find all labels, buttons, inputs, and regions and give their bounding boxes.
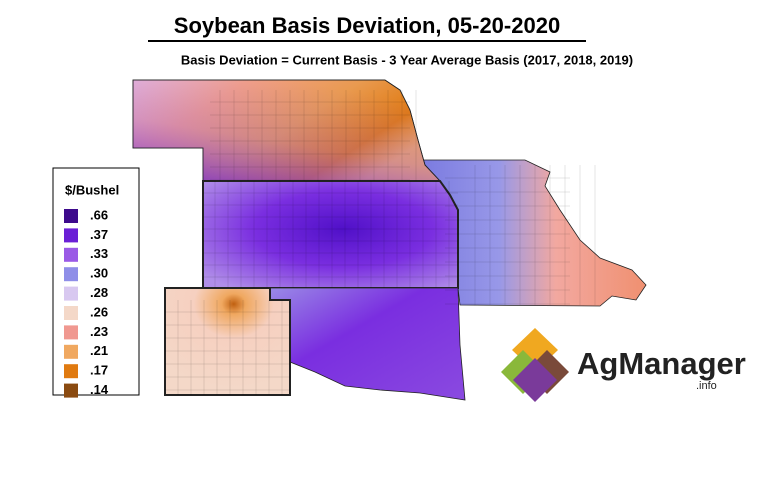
logo-diamond xyxy=(513,358,557,402)
legend-swatch xyxy=(64,325,78,340)
kansas xyxy=(202,180,459,289)
legend-title: $/Bushel xyxy=(65,182,119,197)
county-grid xyxy=(165,90,596,395)
map-regions xyxy=(132,79,647,401)
legend-label: .14 xyxy=(90,382,109,397)
map-title: Soybean Basis Deviation, 05-20-2020 xyxy=(174,13,560,38)
logo-name: AgManager xyxy=(577,346,746,381)
legend-swatch xyxy=(64,344,78,359)
legend-swatch xyxy=(64,247,78,262)
legend-label: .28 xyxy=(90,285,108,300)
oklahoma xyxy=(269,287,466,401)
legend-label: .23 xyxy=(90,324,108,339)
legend-label: .17 xyxy=(90,363,108,378)
legend-swatch xyxy=(64,209,78,223)
legend-swatch xyxy=(64,383,78,398)
logo: AgManager .info xyxy=(501,328,746,402)
legend-label: .30 xyxy=(90,266,108,281)
legend-label: .21 xyxy=(90,343,108,358)
legend-swatch xyxy=(64,267,78,282)
nebraska-shade xyxy=(132,79,441,182)
map-subtitle: Basis Deviation = Current Basis - 3 Year… xyxy=(181,52,633,67)
legend-label: .66 xyxy=(90,207,108,222)
legend-swatch xyxy=(64,306,78,320)
legend-swatch xyxy=(64,364,78,379)
texas-panhandle xyxy=(164,287,291,396)
legend-label: .33 xyxy=(90,246,108,261)
legend-swatch xyxy=(64,228,78,243)
logo-suffix: .info xyxy=(696,380,717,392)
legend-label: .26 xyxy=(90,304,108,319)
legend-items: .66 .37 .33 .30 .28 .26 .23 .21 .17 .14 xyxy=(64,207,109,398)
legend-swatch xyxy=(64,286,78,301)
legend-box xyxy=(52,167,140,396)
legend-label: .37 xyxy=(90,227,108,242)
